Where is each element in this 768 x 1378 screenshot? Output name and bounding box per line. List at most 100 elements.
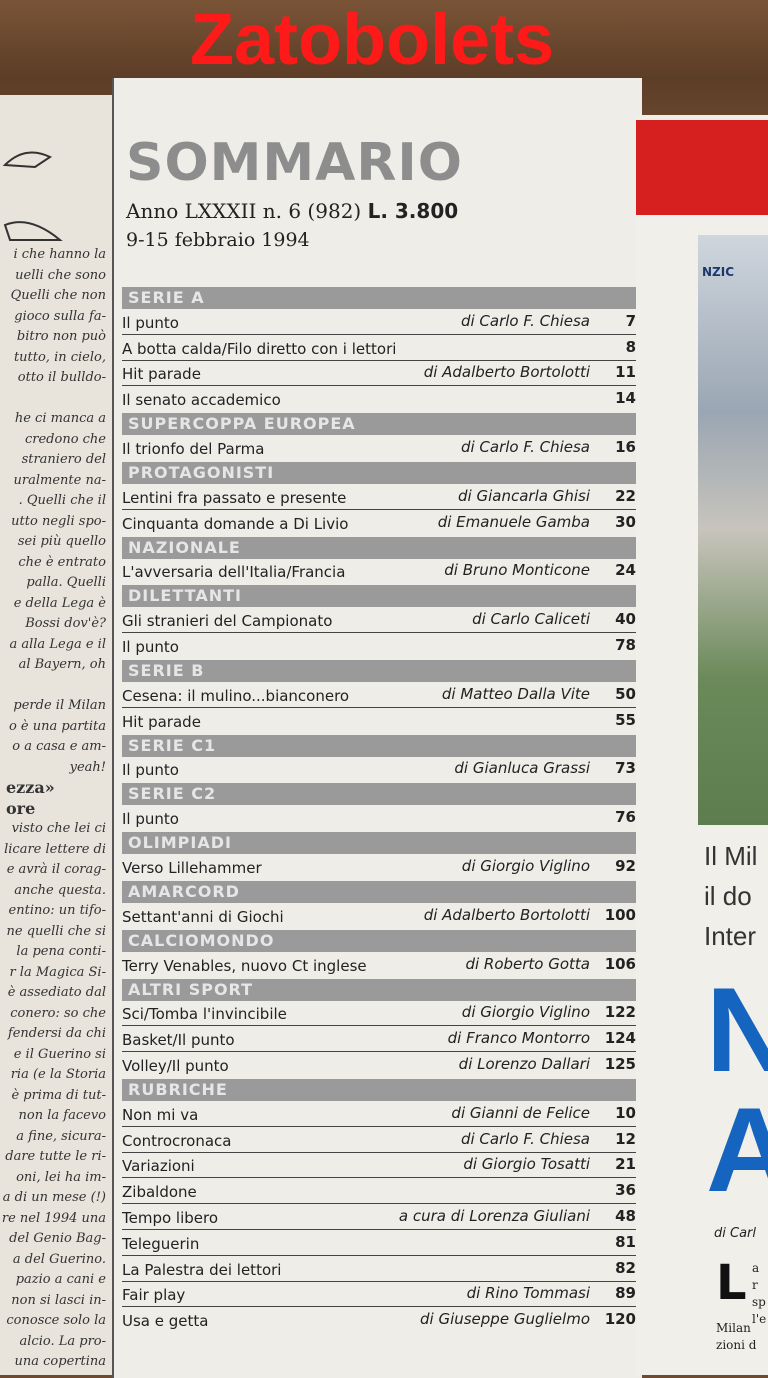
entry-title: Cinquanta domande a Di Livio [122,514,349,533]
entry-author: di Roberto Gotta [465,954,590,973]
entry-author: di Rino Tommasi [466,1284,590,1303]
left-text-line [0,676,112,697]
entry-author: di Adalberto Bortolotti [423,363,590,382]
entry-title: Il punto [122,761,179,780]
left-text-line: anche questa. [14,882,106,898]
contents-page: SOMMARIO Anno LXXXII n. 6 (982) L. 3.800… [112,78,642,1378]
left-text-line: . Quelli che il [18,493,106,508]
left-text-line: conosce solo la [6,1313,106,1328]
toc-entry[interactable]: A botta calda/Filo diretto con i lettori… [122,335,636,361]
toc-entry[interactable]: La Palestra dei lettori 82 [122,1256,636,1282]
body-line: Milan [716,1321,751,1335]
entry-title: Sci/Tomba l'invincibile [122,1005,287,1024]
cartoon-figure-icon [2,151,63,241]
toc-entry[interactable]: Zibaldone 36 [122,1178,636,1205]
toc-entry[interactable]: Fair play di Rino Tommasi 89 [122,1282,636,1308]
right-page: NZIC Il Mil il do Inter N A di Carl L a … [636,115,768,1375]
toc-entry[interactable]: Il trionfo del Parma di Carlo F. Chiesa 16 [122,435,636,460]
entry-author: di Carlo Caliceti [472,610,590,629]
entry-author: di Franco Montorro [447,1029,590,1048]
left-text-line: oni, lei ha im- [16,1169,106,1185]
toc-entry[interactable]: Cesena: il mulino...bianconero di Matteo … [122,682,636,708]
entry-author [584,408,600,411]
red-band [636,120,768,215]
entry-title: Controcronaca [122,1131,232,1150]
section-header: SERIE A [122,287,636,309]
left-text-line: a del Guerino. [12,1251,106,1267]
entry-author: a cura di Lorenza Giuliani [398,1206,590,1225]
left-text-line: Quelli che non [10,288,106,303]
issue-line: Anno LXXXII n. 6 (982) L. 3.800 [126,198,458,224]
left-text-line: straniero del [21,452,106,467]
entry-page: 73 [615,759,636,778]
section-header: SERIE C1 [122,734,636,757]
entry-author [584,827,600,830]
toc-entry[interactable]: Hit parade 55 [122,708,636,733]
entry-author: di Giorgio Viglino [461,856,590,875]
left-text-line: una copertina [14,1354,106,1369]
toc-entry[interactable]: Usa e getta di Giuseppe Guglielmo 120 [122,1307,636,1332]
body-text: a r sp l'e [752,1260,768,1328]
entry-author: di Carlo F. Chiesa [460,437,590,456]
toc-entry[interactable]: Terry Venables, nuovo Ct inglese di Rober… [122,952,636,977]
entry-page: 7 [625,311,636,330]
issue-date: 9-15 febbraio 1994 [126,229,310,251]
entry-author: di Giorgio Viglino [461,1003,590,1022]
entry-title: Volley/Il punto [122,1056,229,1075]
left-text-line: gioco sulla fa- [14,308,106,324]
big-letter-2: A [706,1083,768,1217]
entry-author: di Giuseppe Guglielmo [419,1310,590,1329]
entry-author: di Emanuele Gamba [437,512,590,531]
toc-entry[interactable]: Basket/Il punto di Franco Montorro 124 [122,1026,636,1053]
entry-author: di Carlo F. Chiesa [460,311,590,330]
photo: NZIC [698,235,768,825]
entry-title: Tempo libero [122,1208,219,1227]
entry-page: 24 [615,561,636,580]
toc-entry[interactable]: Controcronaca di Carlo F. Chiesa 12 [122,1127,636,1153]
left-text-line: o a casa e am- [12,739,106,754]
toc-entry[interactable]: Hit parade di Adalberto Bortolotti 11 [122,361,636,387]
toc-entry[interactable]: Teleguerin 81 [122,1230,636,1256]
left-text-line: al Bayern, oh [18,657,106,672]
entry-page: 76 [615,808,636,827]
toc-entry[interactable]: Il punto di Carlo F. Chiesa 7 [122,309,636,335]
toc-entry[interactable]: L'avversaria dell'Italia/Francia di Bruno… [122,559,636,584]
toc-entry[interactable]: Gli stranieri del Campionato di Carlo Cal… [122,607,636,634]
toc-entry[interactable]: Il senato accademico 14 [122,386,636,411]
toc-entry[interactable]: Sci/Tomba l'invincibile di Giorgio Viglin… [122,1001,636,1027]
left-text-line: uelli che sono [15,267,106,283]
entry-author [584,1252,600,1255]
body-text-2: Milan zioni d [716,1320,756,1354]
toc-entry[interactable]: Lentini fra passato e presente di Giancar… [122,484,636,510]
entry-title: Il senato accademico [122,391,281,410]
entry-title: Cesena: il mulino...bianconero [122,686,350,705]
entry-author: di Giorgio Tosatti [463,1155,590,1174]
section-header: RUBRICHE [122,1078,636,1101]
toc-entry[interactable]: Il punto di Gianluca Grassi 73 [122,757,636,782]
toc-entry[interactable]: Non mi va di Gianni de Felice 10 [122,1101,636,1127]
body-line: l'e [752,1312,767,1326]
left-text-line: r la Magica Si- [9,964,106,980]
toc-entry[interactable]: Cinquanta domande a Di Livio di Emanuele … [122,510,636,535]
left-text-line: e il Guerino si [13,1046,106,1062]
entry-title: Basket/Il punto [122,1031,235,1050]
entry-page: 124 [604,1029,636,1048]
entry-title: La Palestra dei lettori [122,1260,282,1279]
table-of-contents: SERIE A Il punto di Carlo F. Chiesa 7 A bott… [122,285,636,1332]
toc-entry[interactable]: Verso Lillehammer di Giorgio Viglino 92 [122,854,636,879]
toc-entry[interactable]: Settant'anni di Giochi di Adalberto Borto… [122,903,636,928]
section-header: SUPERCOPPA EUROPEA [122,413,636,436]
toc-entry[interactable]: Volley/Il punto di Lorenzo Dallari 125 [122,1052,636,1077]
left-text-line: non la facevo [18,1108,106,1123]
headline-line-1: Il Mil [704,841,758,871]
entry-page: 81 [615,1232,636,1251]
toc-entry[interactable]: Il punto 78 [122,633,636,658]
toc-entry[interactable]: Tempo libero a cura di Lorenza Giuliani 48 [122,1204,636,1230]
section-header: DILETTANTI [122,585,636,608]
left-text-line: a di un mese (!) [2,1190,106,1205]
toc-entry[interactable]: Il punto 76 [122,805,636,830]
entry-page: 55 [615,710,636,729]
left-text-line: a fine, sicura- [16,1128,106,1144]
left-text-line: yeah! [69,759,106,775]
toc-entry[interactable]: Variazioni di Giorgio Tosatti 21 [122,1153,636,1179]
